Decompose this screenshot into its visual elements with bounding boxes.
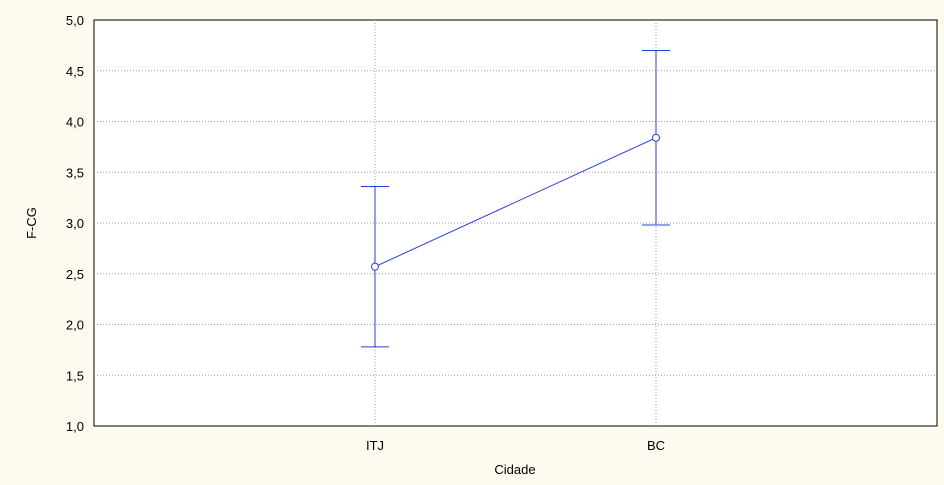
series — [361, 49, 670, 348]
y-tick-label: 2,0 — [66, 318, 84, 333]
y-tick-label: 1,0 — [66, 419, 84, 434]
y-tick-label: 3,0 — [66, 216, 84, 231]
y-tick-label: 5,0 — [66, 13, 84, 28]
y-tick-label: 3,5 — [66, 165, 84, 180]
y-tick-label: 2,5 — [66, 267, 84, 282]
x-axis-title: Cidade — [494, 462, 535, 477]
y-tick-label: 1,5 — [66, 368, 84, 383]
data-point — [652, 133, 660, 142]
series-line — [374, 137, 657, 268]
data-point — [371, 262, 379, 271]
y-tick-label: 4,5 — [66, 64, 84, 79]
y-tick-labels: 1,0 1,5 2,0 2,5 3,0 3,5 4,0 4,5 5,0 — [66, 13, 84, 434]
grid — [94, 20, 937, 426]
x-tick-label: ITJ — [366, 438, 384, 453]
x-tick-label: BC — [647, 438, 665, 453]
x-tick-labels: ITJ BC — [366, 438, 665, 453]
y-axis-title: F-CG — [24, 207, 39, 239]
y-tick-label: 4,0 — [66, 115, 84, 130]
